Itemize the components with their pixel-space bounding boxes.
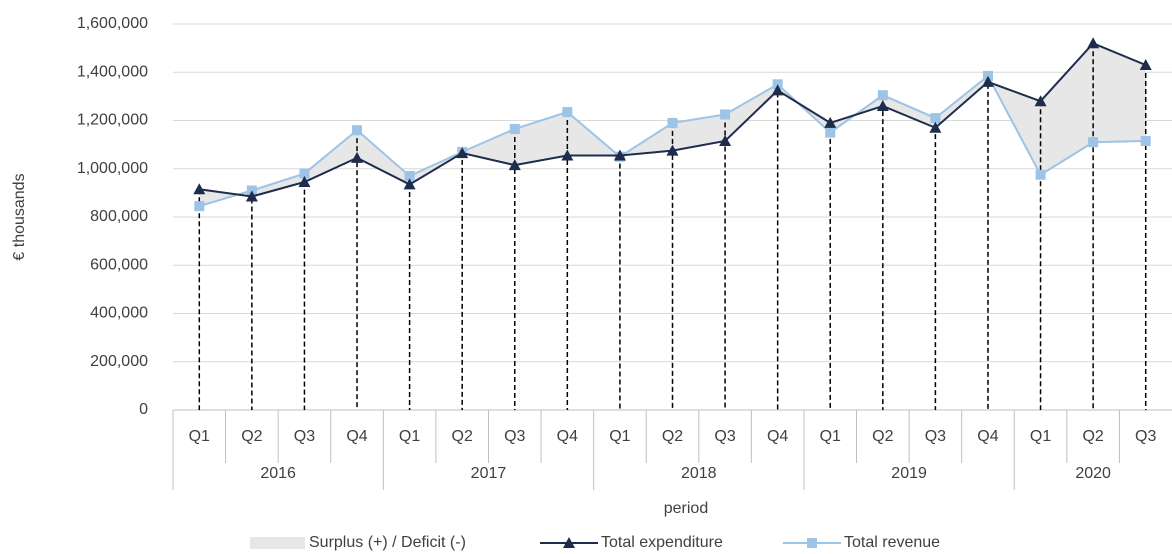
x-tick-label: Q3 (1135, 428, 1156, 445)
point-marker (404, 170, 415, 181)
point-marker (246, 185, 257, 196)
point-marker (876, 100, 889, 112)
point-marker (561, 149, 574, 161)
point-marker (929, 121, 942, 133)
point-marker (562, 107, 573, 118)
x-tick-label: Q3 (504, 428, 525, 445)
point-marker (1140, 136, 1151, 147)
x-tick-label: Q4 (346, 428, 367, 445)
point-marker (1088, 137, 1099, 148)
x-tick-label: Q2 (241, 428, 262, 445)
group-label: 2016 (260, 465, 296, 482)
x-tick-label: Q3 (294, 428, 315, 445)
x-tick-label: Q1 (399, 428, 420, 445)
legend-swatch (250, 537, 305, 549)
group-label: 2019 (891, 465, 927, 482)
point-marker (1139, 59, 1152, 71)
x-tick-label: Q2 (872, 428, 893, 445)
point-marker (1034, 95, 1047, 107)
x-tick-label: Q3 (714, 428, 735, 445)
y-tick-label: 1,000,000 (77, 160, 148, 177)
legend-marker (807, 538, 817, 548)
x-tick-label: Q2 (1082, 428, 1103, 445)
point-marker (508, 159, 521, 171)
point-marker (509, 123, 520, 134)
legend-label: Surplus (+) / Deficit (-) (309, 534, 466, 551)
point-marker (981, 75, 994, 87)
x-tick-label: Q1 (1030, 428, 1051, 445)
x-tick-label: Q3 (925, 428, 946, 445)
point-marker (720, 109, 731, 120)
legend-label: Total revenue (844, 534, 940, 551)
x-tick-label: Q1 (609, 428, 630, 445)
y-tick-label: 200,000 (90, 353, 148, 370)
y-tick-label: 0 (139, 401, 148, 418)
group-label: 2018 (681, 465, 717, 482)
point-marker (193, 183, 206, 195)
x-tick-label: Q2 (662, 428, 683, 445)
point-marker (877, 90, 888, 101)
point-marker (667, 117, 678, 128)
y-tick-label: 800,000 (90, 208, 148, 225)
y-tick-label: 1,400,000 (77, 63, 148, 80)
legend-label: Total expenditure (601, 534, 723, 551)
group-label: 2017 (471, 465, 507, 482)
point-marker (403, 178, 416, 190)
point-marker (982, 70, 993, 81)
point-marker (825, 127, 836, 138)
y-axis-label: € thousands (11, 173, 28, 260)
point-marker (299, 168, 310, 179)
point-marker (771, 84, 784, 96)
y-tick-label: 400,000 (90, 305, 148, 322)
point-marker (1035, 169, 1046, 180)
x-tick-label: Q4 (557, 428, 578, 445)
x-axis-label: period (664, 500, 708, 517)
point-marker (824, 116, 837, 128)
y-tick-label: 1,200,000 (77, 112, 148, 129)
group-label: 2020 (1075, 465, 1111, 482)
point-marker (352, 125, 363, 136)
point-marker (719, 135, 732, 147)
legend-marker (563, 537, 575, 548)
x-tick-label: Q4 (977, 428, 998, 445)
point-marker (298, 176, 311, 188)
x-tick-label: Q4 (767, 428, 788, 445)
y-tick-label: 1,600,000 (77, 15, 148, 32)
y-tick-label: 600,000 (90, 256, 148, 273)
point-marker (613, 149, 626, 161)
point-marker (456, 147, 469, 159)
x-tick-label: Q2 (452, 428, 473, 445)
point-marker (666, 144, 679, 156)
point-marker (245, 190, 258, 202)
point-marker (194, 201, 205, 212)
x-tick-label: Q1 (820, 428, 841, 445)
x-tick-label: Q1 (189, 428, 210, 445)
point-marker (772, 79, 783, 90)
point-marker (930, 113, 941, 124)
point-marker (351, 151, 364, 163)
point-marker (1087, 37, 1100, 49)
